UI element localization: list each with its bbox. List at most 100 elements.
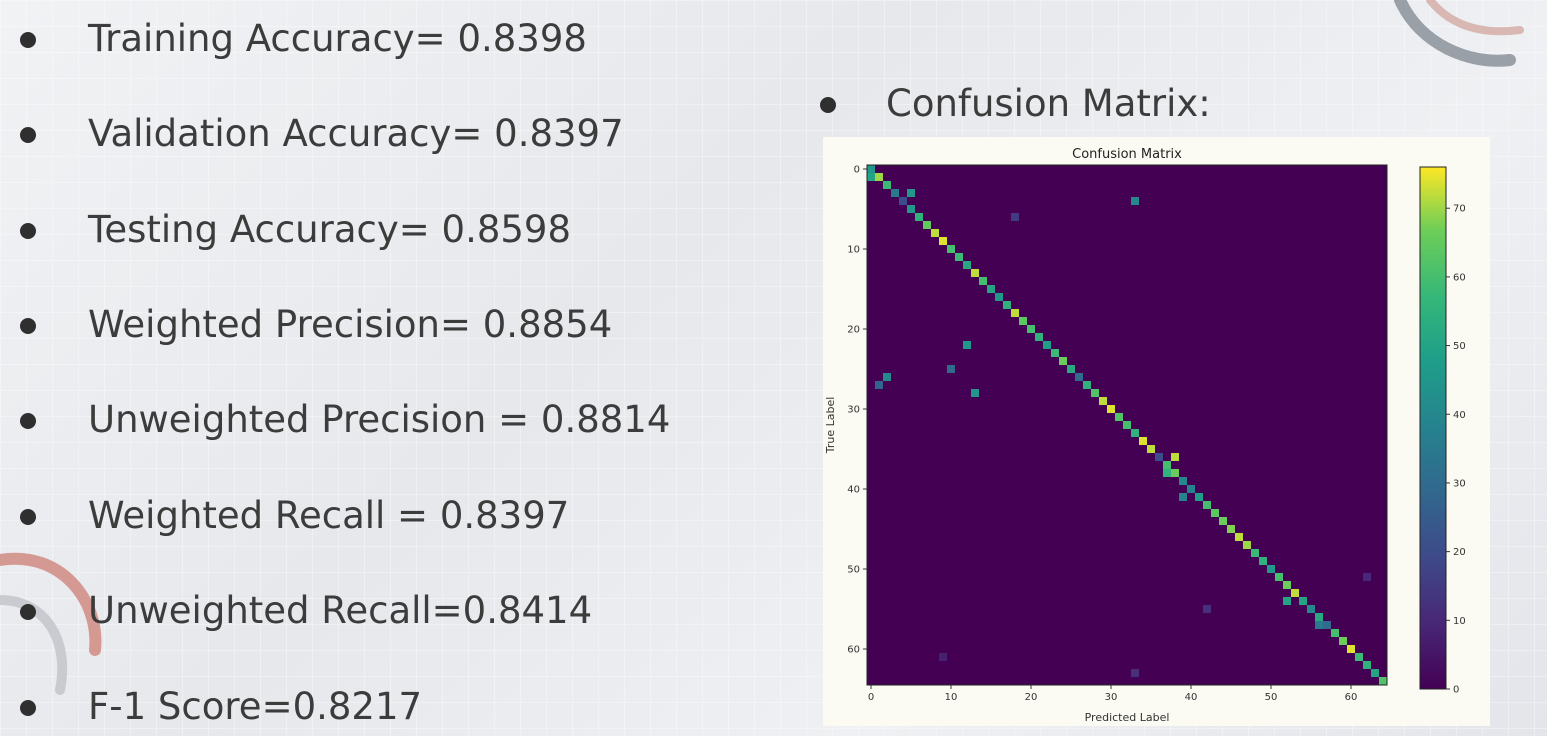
y-tick-label: 30 <box>847 405 860 416</box>
heatmap-cell-diagonal <box>963 261 971 269</box>
heatmap-cell-offdiagonal <box>963 341 971 349</box>
heatmap-cell-diagonal <box>955 253 963 261</box>
x-tick-label: 30 <box>1105 692 1118 703</box>
heatmap-cell-diagonal <box>1107 405 1115 413</box>
heatmap-cell-diagonal <box>1115 413 1123 421</box>
heatmap-cell-diagonal <box>1019 317 1027 325</box>
heatmap-cell-diagonal <box>1083 381 1091 389</box>
heatmap-cell-diagonal <box>995 293 1003 301</box>
heatmap-cell-diagonal <box>1323 621 1331 629</box>
x-tick-label: 10 <box>945 692 958 703</box>
heatmap-cell-diagonal <box>1123 421 1131 429</box>
heatmap-cell-diagonal <box>1275 573 1283 581</box>
heatmap-cell-diagonal <box>1347 645 1355 653</box>
heatmap-cell-offdiagonal <box>1363 573 1371 581</box>
colorbar-tick-label: 50 <box>1453 341 1466 352</box>
heatmap-cell-diagonal <box>1219 517 1227 525</box>
y-tick-label: 0 <box>854 165 860 176</box>
metric-label: Testing Accuracy= 0.8598 <box>88 208 571 251</box>
heatmap-cell-diagonal <box>1283 581 1291 589</box>
bullet-icon <box>20 413 36 429</box>
heatmap-cell-diagonal <box>1011 309 1019 317</box>
heatmap-cell-diagonal <box>1331 629 1339 637</box>
colorbar-tick-label: 0 <box>1453 685 1459 696</box>
heatmap-cell-diagonal <box>1155 453 1163 461</box>
colorbar-tick-label: 60 <box>1453 272 1466 283</box>
bullet-icon <box>20 318 36 334</box>
heatmap-cell-diagonal <box>923 221 931 229</box>
heatmap-cell-offdiagonal <box>875 381 883 389</box>
confusion-matrix-chart: Confusion Matrix 0 10 20 30 40 50 60 0 10 20 30 40… <box>823 137 1490 726</box>
x-tick-label: 50 <box>1265 692 1278 703</box>
colorbar <box>1419 166 1447 690</box>
colorbar-tick-label: 70 <box>1453 204 1466 215</box>
heatmap-cell-offdiagonal <box>1171 453 1179 461</box>
colorbar-tick-label: 20 <box>1453 547 1466 558</box>
heatmap-cell-diagonal <box>907 205 915 213</box>
heatmap-cell-diagonal <box>1371 669 1379 677</box>
heatmap-cell-diagonal <box>891 189 899 197</box>
colorbar-tick-label: 40 <box>1453 410 1466 421</box>
heatmap-cell-diagonal <box>899 197 907 205</box>
y-tick-label: 50 <box>847 565 860 576</box>
heatmap-cell-diagonal <box>883 181 891 189</box>
metric-label: Validation Accuracy= 0.8397 <box>88 112 624 155</box>
heatmap-cell-diagonal <box>1211 509 1219 517</box>
heatmap-cell-diagonal <box>1131 429 1139 437</box>
heatmap-cell-diagonal <box>1235 533 1243 541</box>
confusion-matrix-svg: Confusion Matrix 0 10 20 30 40 50 60 0 10 20 30 40… <box>824 147 1466 724</box>
heatmap-cell-diagonal <box>1147 445 1155 453</box>
heatmap-cell-diagonal <box>1259 557 1267 565</box>
heatmap-cell-offdiagonal <box>1203 605 1211 613</box>
heatmap-cell-diagonal <box>1003 301 1011 309</box>
heatmap-cell-offdiagonal <box>1283 597 1291 605</box>
heatmap-cell-offdiagonal <box>867 173 875 181</box>
heatmap-cell-offdiagonal <box>1179 493 1187 501</box>
heatmap-cell-diagonal <box>1227 525 1235 533</box>
heatmap-cell-offdiagonal <box>1163 461 1171 469</box>
metric-label: Unweighted Precision = 0.8814 <box>88 398 671 441</box>
bullet-icon <box>20 127 36 143</box>
plot-frame <box>866 164 1388 686</box>
heatmap-cell-diagonal <box>1171 469 1179 477</box>
bullet-icon <box>820 97 836 113</box>
heatmap-cell-offdiagonal <box>1315 621 1323 629</box>
y-tick-label: 20 <box>847 325 860 336</box>
x-tick-label: 20 <box>1025 692 1038 703</box>
heatmap-cell-diagonal <box>1299 597 1307 605</box>
heatmap-cell-offdiagonal <box>939 653 947 661</box>
metric-label: Unweighted Recall=0.8414 <box>88 589 593 632</box>
heatmap-cell-diagonal <box>867 165 875 173</box>
heatmap-cell-diagonal <box>1243 541 1251 549</box>
heatmap-cell-diagonal <box>875 173 883 181</box>
metric-label: Weighted Precision= 0.8854 <box>88 303 613 346</box>
heatmap-cell-offdiagonal <box>1163 469 1171 477</box>
x-axis-ticks: 0 10 20 30 40 50 60 <box>868 685 1358 703</box>
heatmap-cell-offdiagonal <box>883 373 891 381</box>
y-axis-label: True Label <box>824 397 837 455</box>
heatmap-cell-diagonal <box>1043 341 1051 349</box>
heatmap-cell-offdiagonal <box>971 389 979 397</box>
heatmap-cell-diagonal <box>1339 637 1347 645</box>
heatmap-cell-diagonal <box>979 277 987 285</box>
heatmap-cell-diagonal <box>1315 613 1323 621</box>
heatmap-cell-diagonal <box>1035 333 1043 341</box>
heatmap-cell-offdiagonal <box>907 189 915 197</box>
metric-label: Training Accuracy= 0.8398 <box>88 17 587 60</box>
heatmap-cell-offdiagonal <box>1131 197 1139 205</box>
heatmap-cell-diagonal <box>1067 365 1075 373</box>
heatmap-cell-diagonal <box>1195 493 1203 501</box>
bullet-icon <box>20 32 36 48</box>
heatmap-cell-diagonal <box>1355 653 1363 661</box>
chart-title: Confusion Matrix <box>1072 147 1182 162</box>
heatmap-cell-diagonal <box>947 245 955 253</box>
x-tick-label: 0 <box>868 692 874 703</box>
y-tick-label: 10 <box>847 245 860 256</box>
x-tick-label: 40 <box>1185 692 1198 703</box>
x-tick-label: 60 <box>1345 692 1358 703</box>
heatmap-cell-diagonal <box>1027 325 1035 333</box>
heatmap-cell-offdiagonal <box>1011 213 1019 221</box>
heatmap-cell-diagonal <box>1051 349 1059 357</box>
heatmap-cell-diagonal <box>1059 357 1067 365</box>
y-tick-label: 40 <box>847 485 860 496</box>
